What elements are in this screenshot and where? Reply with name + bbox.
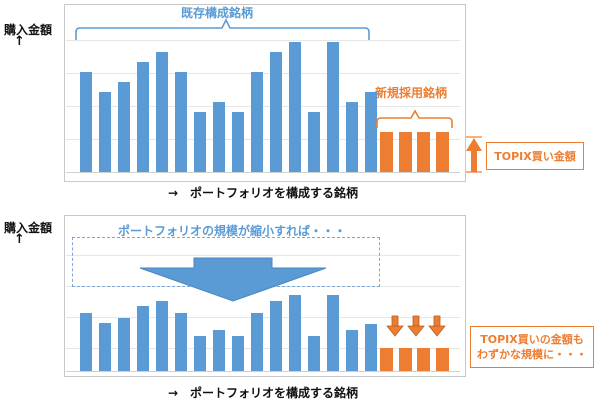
orange-down-arrow-icon [428, 315, 446, 337]
topix-buy-callout-text: TOPIX買い金額 [494, 149, 576, 163]
existing-stock-bar [308, 112, 320, 172]
new-stock-bar [380, 347, 393, 371]
existing-stock-bar [270, 301, 282, 371]
new-stocks-bracket [376, 109, 453, 128]
new-stocks-label: 新規採用銘柄 [375, 86, 448, 100]
bottom-gridline [66, 255, 460, 256]
top-ylabel: 購入金額 [4, 23, 53, 37]
existing-stock-bar [80, 313, 92, 371]
orange-down-arrows [386, 315, 446, 337]
existing-stock-bar [99, 92, 111, 172]
existing-stocks-label: 既存構成銘柄 [181, 6, 254, 20]
existing-stock-bar [346, 102, 358, 172]
top-gridline [66, 139, 460, 140]
top-xlabel: → ポートフォリオを構成する銘柄 [168, 186, 359, 200]
existing-stock-bar [232, 112, 244, 172]
topix-up-arrow-icon [466, 136, 482, 173]
new-stock-bar [398, 347, 412, 371]
existing-stock-bar [289, 295, 301, 371]
existing-stock-bar [194, 112, 206, 172]
topix-small-callout-line2: わずかな規模に・・・ [477, 348, 587, 361]
shrink-down-arrow-icon [139, 257, 327, 302]
existing-stock-bar [232, 336, 244, 371]
existing-stock-bar [365, 324, 377, 371]
existing-stock-bar [289, 42, 301, 172]
existing-stock-bar [175, 313, 187, 371]
orange-down-arrow-icon [386, 315, 404, 337]
top-panel-frame [64, 4, 466, 182]
bottom-gridline [66, 348, 460, 349]
existing-stock-bar [99, 323, 111, 371]
existing-stock-bar [118, 318, 130, 371]
existing-stock-bar [327, 295, 339, 371]
new-stock-bar [380, 132, 393, 172]
bottom-panel-frame [64, 215, 466, 377]
existing-stock-bar [213, 330, 225, 371]
existing-stock-bar [175, 72, 187, 172]
bottom-up-arrow: ↑ [14, 232, 25, 247]
existing-stock-bar [156, 52, 168, 172]
bottom-baseline [66, 371, 460, 372]
existing-stock-bar [80, 72, 92, 172]
top-baseline [66, 172, 460, 173]
topix-small-callout: TOPIX買いの金額も わずかな規模に・・・ [470, 326, 594, 368]
existing-stock-bar [156, 301, 168, 371]
new-stock-bar [398, 132, 412, 172]
top-gridline [66, 40, 460, 41]
orange-down-arrow-icon [407, 315, 425, 337]
shrink-label: ポートフォリオの規模が縮小すれば・・・ [118, 224, 347, 238]
existing-stock-bar [137, 62, 149, 172]
existing-stock-bar [327, 42, 339, 172]
existing-stock-bar [213, 102, 225, 172]
bottom-gridline [66, 317, 460, 318]
existing-stock-bar [308, 336, 320, 371]
existing-stock-bar [365, 92, 377, 172]
new-stock-bar [417, 347, 430, 371]
top-gridline [66, 106, 460, 107]
existing-stock-bar [118, 82, 130, 172]
topix-small-callout-line1: TOPIX買いの金額も [480, 333, 584, 346]
top-up-arrow: ↑ [14, 34, 25, 49]
existing-stock-bar [270, 52, 282, 172]
bottom-ylabel: 購入金額 [4, 221, 53, 235]
existing-stock-bar [137, 306, 149, 371]
existing-stock-bar [251, 72, 263, 172]
new-stock-bar [435, 347, 449, 371]
topix-buy-callout: TOPIX買い金額 [486, 142, 584, 170]
new-stock-bar [435, 132, 449, 172]
bottom-xlabel: → ポートフォリオを構成する銘柄 [168, 386, 359, 400]
existing-stock-bar [194, 336, 206, 371]
existing-stock-bar [251, 313, 263, 371]
existing-stocks-bracket [75, 18, 370, 40]
existing-stock-bar [346, 330, 358, 371]
new-stock-bar [417, 132, 430, 172]
top-gridline [66, 73, 460, 74]
